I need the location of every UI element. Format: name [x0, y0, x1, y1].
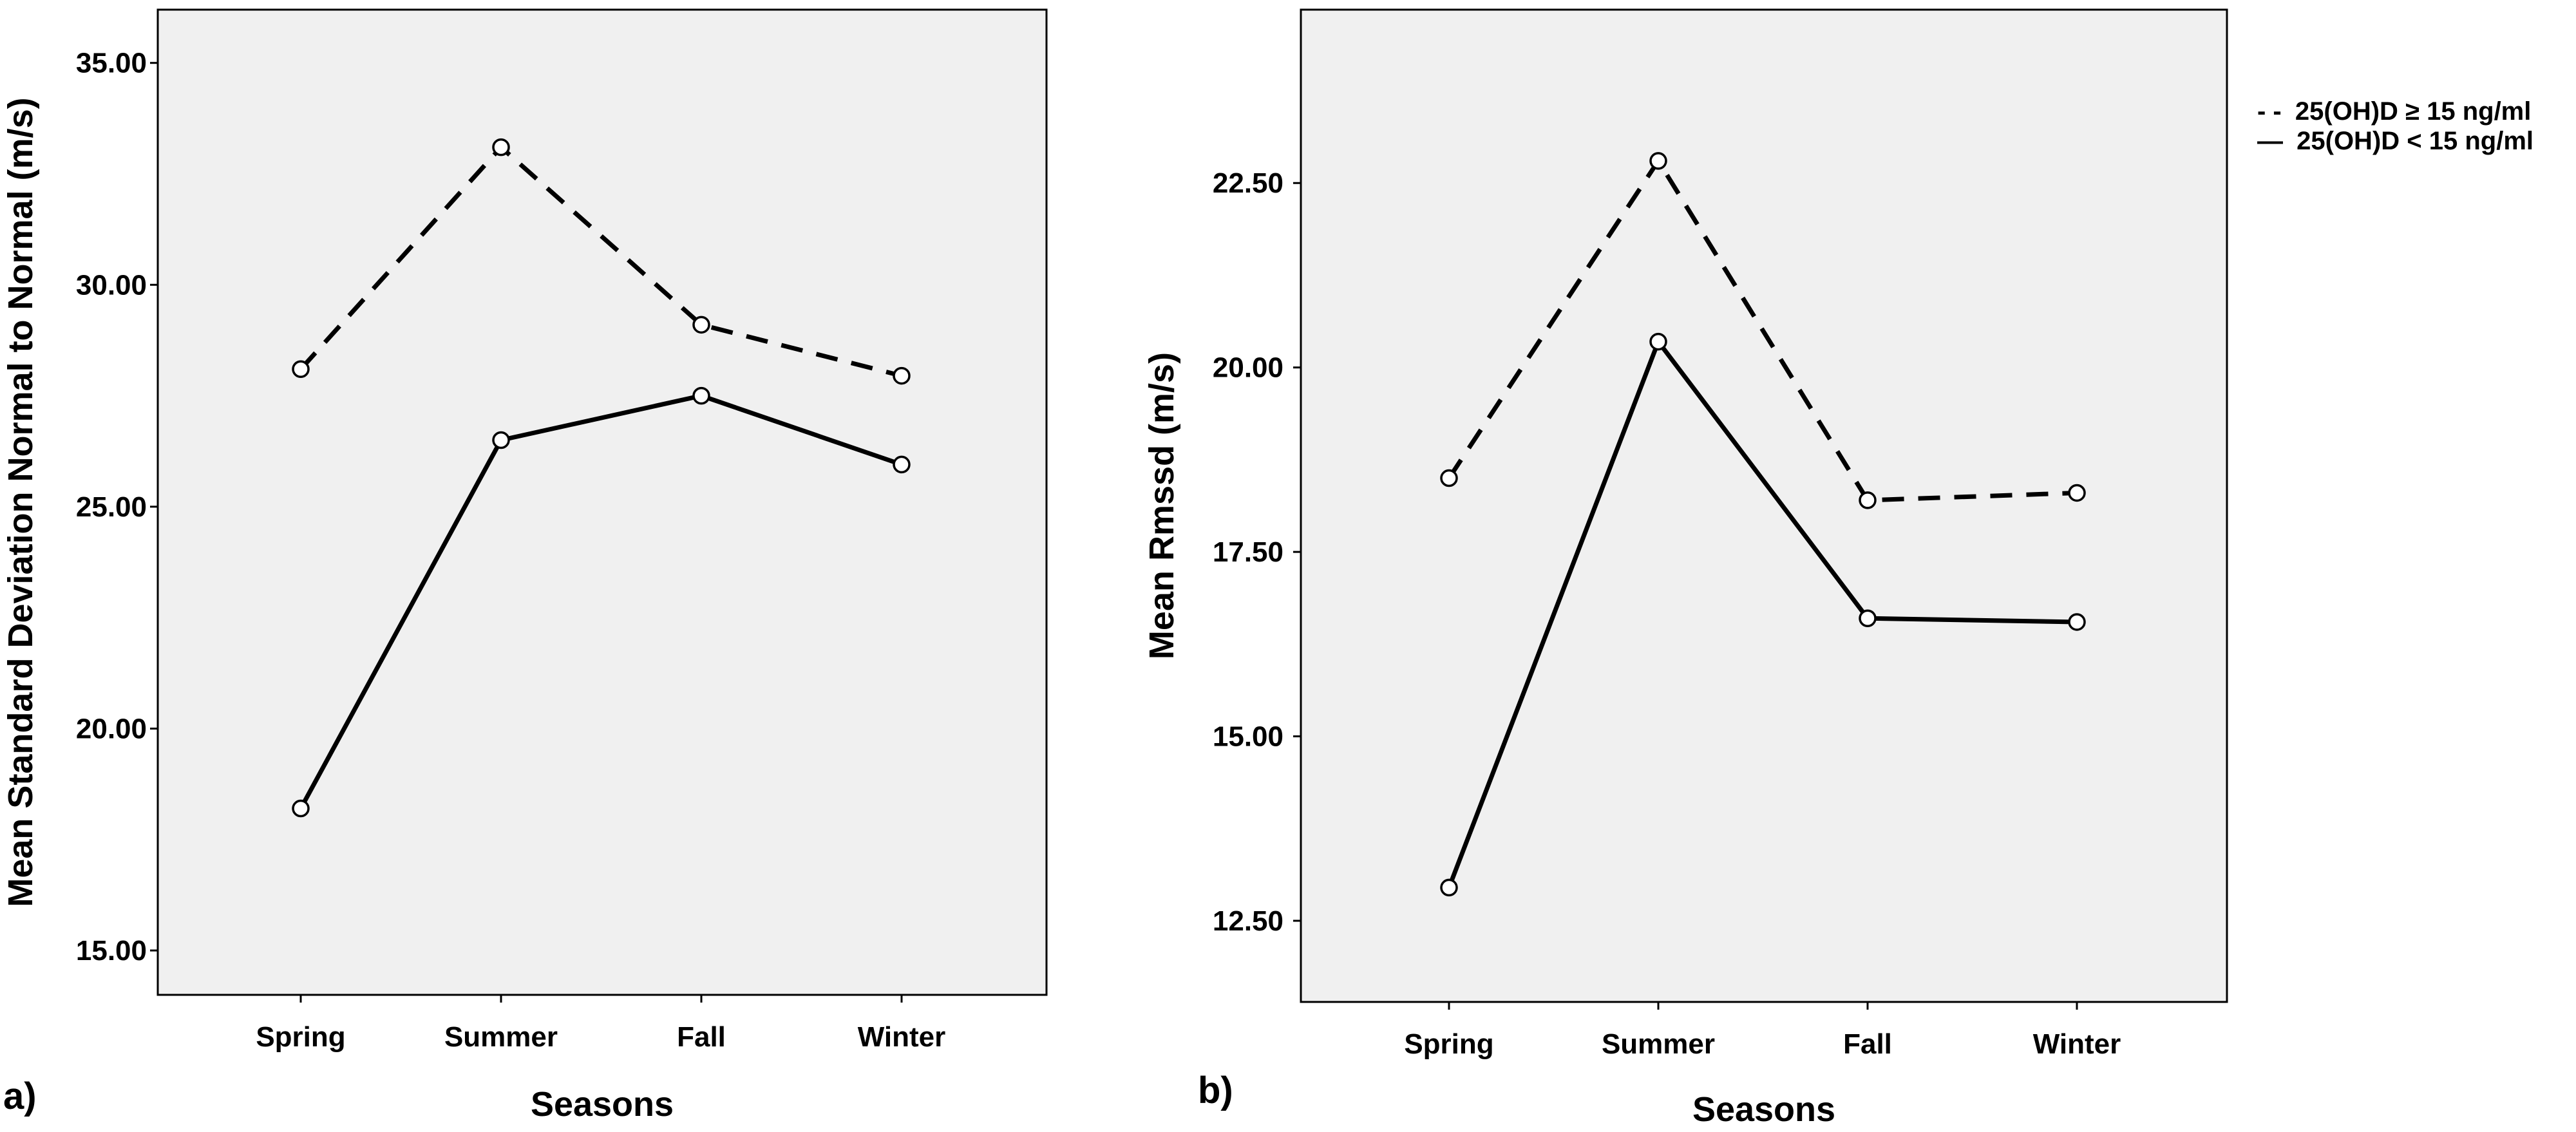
data-point-solid — [2068, 613, 2086, 631]
legend-entry-dashed: - - 25(OH)D ≥ 15 ng/ml — [2257, 97, 2531, 126]
y-tick-label: 20.00 — [76, 713, 147, 744]
x-tick-label: Winter — [2033, 1028, 2121, 1060]
y-tick-label: 17.50 — [1213, 536, 1283, 568]
x-axis-title: Seasons — [531, 1085, 674, 1124]
data-point-dashed — [1440, 469, 1458, 487]
panel-label: b) — [1198, 1070, 1233, 1111]
legend-solid-symbol: — — [2257, 127, 2283, 155]
y-tick-label: 30.00 — [76, 269, 147, 301]
y-tick-label: 12.50 — [1213, 905, 1283, 937]
legend: - - 25(OH)D ≥ 15 ng/ml — 25(OH)D < 15 ng… — [2257, 97, 2533, 155]
y-tick-label: 15.00 — [76, 935, 147, 967]
x-axis-title: Seasons — [1692, 1090, 1835, 1129]
legend-entry-solid: — 25(OH)D < 15 ng/ml — [2257, 127, 2533, 155]
y-tick-label: 15.00 — [1213, 721, 1283, 753]
series-line-solid — [1446, 339, 2078, 889]
y-tick-label: 25.00 — [76, 491, 147, 523]
plot-area — [1300, 8, 2228, 1003]
panel-b: 12.50 15.00 17.50 20.00 22.50 Spring Summer Fal… — [1142, 8, 2228, 1129]
data-point-dashed — [692, 316, 710, 334]
x-tick-label: Winter — [858, 1021, 946, 1053]
data-point-dashed — [893, 366, 911, 385]
x-tick-label: Fall — [1843, 1028, 1892, 1060]
panel-a: 15.00 20.00 25.00 30.00 35.00 Spring Summer Fal… — [1, 8, 1048, 1124]
y-axis-title: Mean Rmssd (m/s) — [1142, 352, 1181, 659]
x-tick-label: Summer — [444, 1021, 558, 1053]
y-tick-label: 22.50 — [1213, 167, 1283, 199]
series-line-solid — [298, 393, 903, 810]
data-point-solid — [893, 455, 911, 474]
y-tick-label: 35.00 — [76, 48, 147, 79]
x-tick-label: Fall — [677, 1021, 726, 1053]
data-point-dashed — [292, 360, 310, 378]
y-tick-label: 20.00 — [1213, 352, 1283, 384]
series-line-dashed — [299, 145, 902, 378]
x-tick-label: Spring — [1404, 1028, 1493, 1060]
data-point-solid — [492, 431, 510, 449]
legend-dashed-symbol: - - — [2257, 97, 2282, 126]
data-point-dashed — [1859, 491, 1877, 509]
data-point-solid — [1649, 332, 1667, 351]
x-tick-label: Spring — [256, 1021, 345, 1053]
data-point-dashed — [2068, 484, 2086, 502]
data-point-solid — [692, 386, 710, 405]
x-tick-label: Summer — [1602, 1028, 1715, 1060]
legend-dashed-label: 25(OH)D ≥ 15 ng/ml — [2295, 97, 2531, 126]
data-point-dashed — [1649, 152, 1667, 170]
series-line-dashed — [1447, 158, 2078, 503]
panel-label: a) — [3, 1075, 37, 1117]
data-point-solid — [1440, 878, 1458, 897]
legend-solid-label: 25(OH)D < 15 ng/ml — [2297, 127, 2533, 155]
plot-area — [156, 8, 1048, 996]
data-point-solid — [1859, 609, 1877, 627]
data-point-dashed — [492, 138, 510, 156]
y-axis-title: Mean Standard Deviation Normal to Normal… — [1, 97, 40, 907]
data-point-solid — [292, 799, 310, 818]
